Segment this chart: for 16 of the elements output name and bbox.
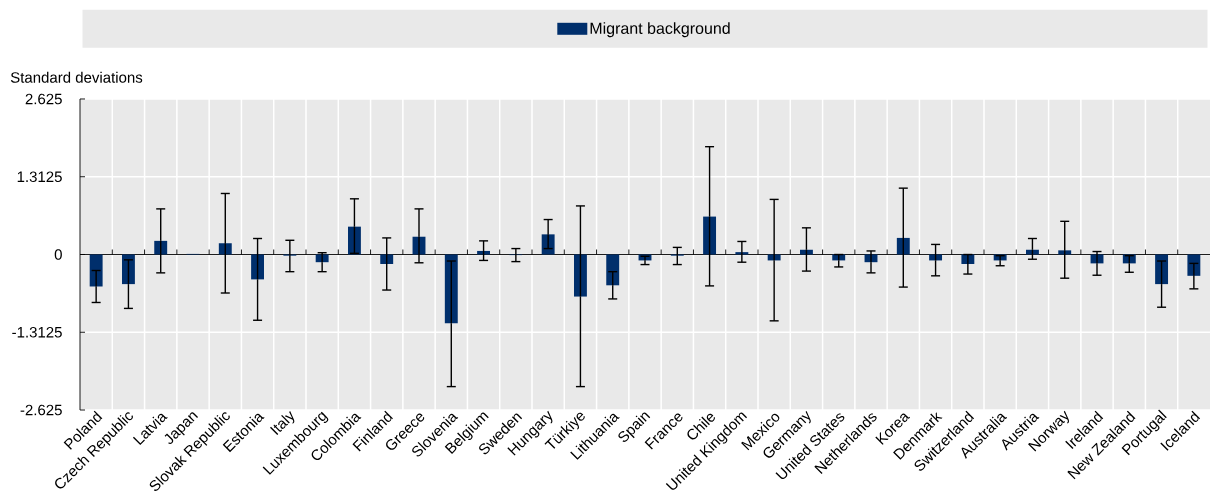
bar xyxy=(251,254,265,280)
y-tick-label: 2.625 xyxy=(25,93,62,105)
y-tick-label: 1.3125 xyxy=(17,171,62,183)
bar xyxy=(896,237,910,255)
y-axis-title: Standard deviations xyxy=(10,71,143,83)
legend-label: Migrant background xyxy=(590,22,730,38)
bar xyxy=(703,216,717,255)
bar xyxy=(606,254,620,286)
y-tick-label: -2.625 xyxy=(20,404,62,416)
bar xyxy=(218,243,232,255)
y-tick-label: -1.3125 xyxy=(12,326,62,338)
bar xyxy=(89,254,103,287)
bar xyxy=(929,254,943,261)
bar xyxy=(573,254,587,297)
bar xyxy=(380,254,394,264)
y-tick-label: 0 xyxy=(54,249,62,260)
